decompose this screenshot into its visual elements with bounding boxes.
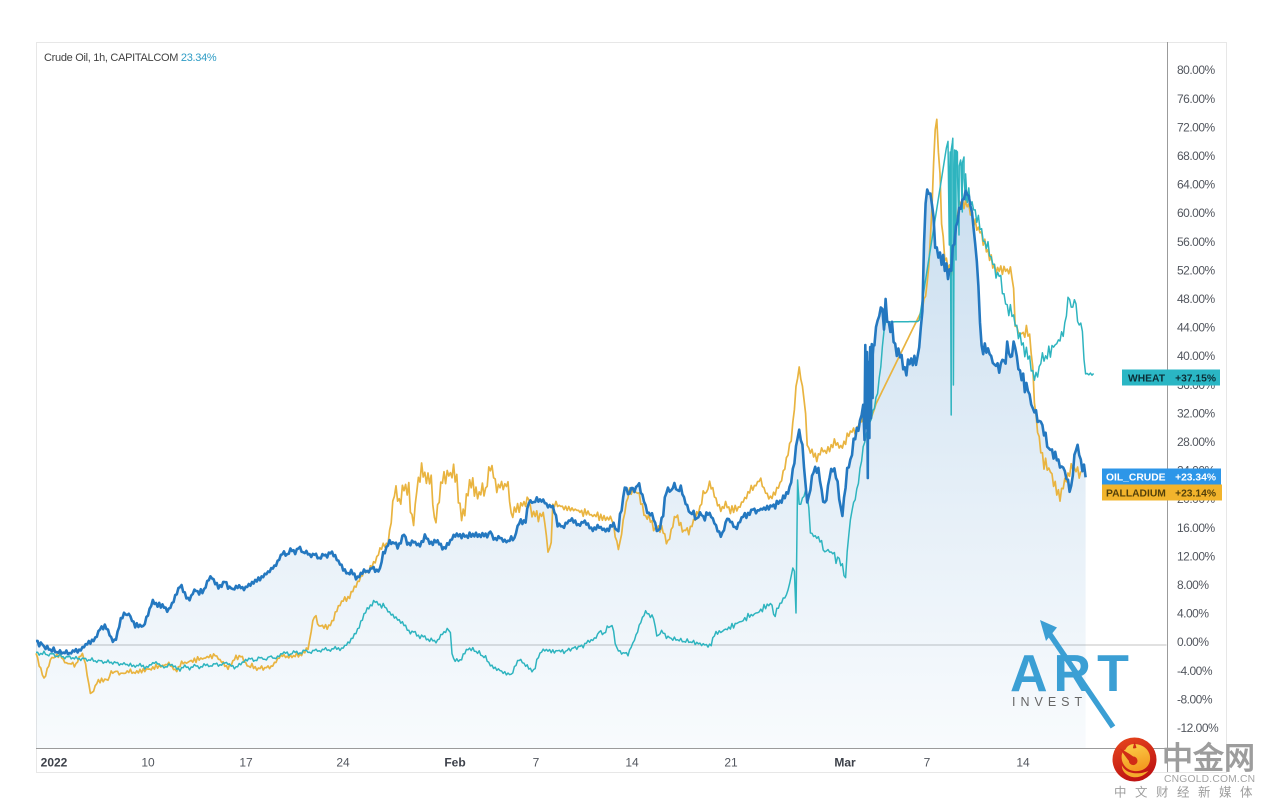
svg-text:OIL_CRUDE: OIL_CRUDE: [1106, 473, 1166, 484]
svg-text:48.00%: 48.00%: [1177, 292, 1216, 306]
svg-text:7: 7: [924, 756, 931, 770]
svg-text:0.00%: 0.00%: [1177, 635, 1209, 649]
svg-text:Crude Oil, 1h, CAPITALCOM 23.3: Crude Oil, 1h, CAPITALCOM 23.34%: [44, 52, 217, 64]
svg-text:+23.14%: +23.14%: [1175, 489, 1216, 500]
svg-text:ART: ART: [1010, 645, 1135, 703]
svg-text:16.00%: 16.00%: [1177, 521, 1216, 535]
svg-text:14: 14: [625, 756, 639, 770]
svg-text:CNGOLD.COM.CN: CNGOLD.COM.CN: [1164, 774, 1255, 785]
svg-text:76.00%: 76.00%: [1177, 92, 1216, 106]
svg-text:中文财经新媒体: 中文财经新媒体: [1114, 785, 1261, 800]
svg-text:44.00%: 44.00%: [1177, 321, 1216, 335]
svg-text:+23.34%: +23.34%: [1175, 473, 1216, 484]
svg-text:+37.15%: +37.15%: [1175, 374, 1216, 385]
svg-text:7: 7: [533, 756, 540, 770]
svg-text:-12.00%: -12.00%: [1177, 721, 1219, 735]
svg-text:PALLADIUM: PALLADIUM: [1106, 489, 1166, 500]
svg-text:28.00%: 28.00%: [1177, 435, 1216, 449]
svg-text:64.00%: 64.00%: [1177, 178, 1216, 192]
svg-text:80.00%: 80.00%: [1177, 63, 1216, 77]
svg-text:WHEAT: WHEAT: [1128, 374, 1166, 385]
svg-text:Feb: Feb: [444, 756, 465, 770]
svg-text:12.00%: 12.00%: [1177, 549, 1216, 563]
svg-text:24: 24: [336, 756, 350, 770]
svg-text:40.00%: 40.00%: [1177, 349, 1216, 363]
svg-text:72.00%: 72.00%: [1177, 120, 1216, 134]
svg-text:10: 10: [141, 756, 155, 770]
svg-text:INVEST: INVEST: [1012, 695, 1087, 709]
svg-text:14: 14: [1016, 756, 1030, 770]
svg-text:17: 17: [239, 756, 253, 770]
svg-text:21: 21: [724, 756, 738, 770]
svg-text:60.00%: 60.00%: [1177, 206, 1216, 220]
svg-text:52.00%: 52.00%: [1177, 263, 1216, 277]
svg-text:2022: 2022: [41, 756, 68, 770]
svg-text:Mar: Mar: [834, 756, 856, 770]
svg-text:中金网: 中金网: [1162, 741, 1255, 776]
svg-text:32.00%: 32.00%: [1177, 406, 1216, 420]
svg-text:-8.00%: -8.00%: [1177, 692, 1213, 706]
svg-text:4.00%: 4.00%: [1177, 607, 1209, 621]
svg-text:-4.00%: -4.00%: [1177, 664, 1213, 678]
svg-text:56.00%: 56.00%: [1177, 235, 1216, 249]
svg-text:68.00%: 68.00%: [1177, 149, 1216, 163]
svg-text:8.00%: 8.00%: [1177, 578, 1209, 592]
